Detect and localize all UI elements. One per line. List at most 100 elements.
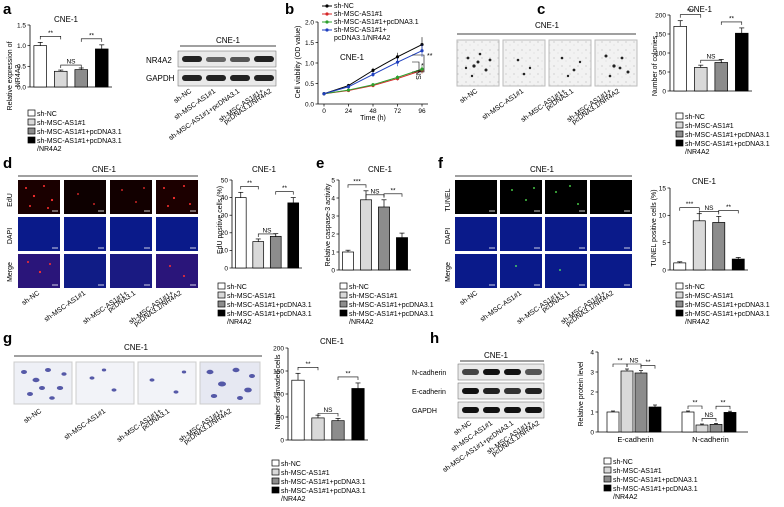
bar xyxy=(331,420,345,441)
y-tick-label: 0 xyxy=(662,88,666,95)
data-point xyxy=(371,83,375,87)
y-tick-label: 4 xyxy=(590,349,594,356)
y-tick-label: 50 xyxy=(221,177,229,184)
bar xyxy=(620,370,634,433)
d-legend: sh-NC sh-MSC-AS1#1 sh-MSC-AS1#1+pcDNA3.1… xyxy=(217,282,312,326)
d-row-dapi: DAPI xyxy=(7,228,14,244)
panel-b: Cell viability (OD value) Time (h) 0.00.… xyxy=(295,3,433,122)
d-img-dapi xyxy=(64,217,106,251)
bar xyxy=(692,220,706,271)
significance-label: ** xyxy=(390,187,396,194)
h-blot-cell-line: CNE-1 xyxy=(484,351,509,360)
y-tick-label: 50 xyxy=(277,414,285,421)
f-cell-line: CNE-1 xyxy=(530,165,555,174)
significance-label: NS xyxy=(262,227,272,234)
g-xl-pc-a: sh-MSC-AS1#1+ xyxy=(116,408,163,444)
a-blot-gapdh xyxy=(177,69,277,87)
y-tick-label: 200 xyxy=(655,12,666,19)
significance-label: *** xyxy=(687,8,695,15)
f-img-dapi xyxy=(545,217,587,251)
bar xyxy=(634,372,648,433)
chart-f: 0 5 10 15 *** NS ** xyxy=(659,185,748,274)
significance-label: ** xyxy=(645,359,651,366)
h-legend-pc: sh-MSC-AS1#1+pcDNA3.1 xyxy=(613,477,698,484)
h-legend-nr: sh-MSC-AS1#1+pcDNA3.1 xyxy=(613,486,698,493)
b-cell-line: CNE-1 xyxy=(340,53,365,62)
significance-bracket xyxy=(679,14,702,18)
f-legend: sh-NC sh-MSC-AS1#1 sh-MSC-AS1#1+pcDNA3.1… xyxy=(675,282,770,326)
y-tick-label: 0 xyxy=(590,429,594,436)
panel-c: CNE-1 sh-NC sh-MSC-AS1#1 sh-MSC-AS1#1+ p… xyxy=(456,5,770,156)
d-img-dapi xyxy=(110,217,152,251)
e-legend-pc: sh-MSC-AS1#1+pcDNA3.1 xyxy=(349,302,434,309)
b-legend-nc: sh-NC xyxy=(334,3,354,10)
bar xyxy=(606,411,620,433)
h-blot-label-n: N-cadherin xyxy=(412,370,446,377)
f-img-dapi xyxy=(590,217,632,251)
d-row-merge: Merge xyxy=(7,262,14,282)
d-img-dapi xyxy=(156,217,198,251)
significance-bracket xyxy=(60,64,82,69)
c-legend-nr: sh-MSC-AS1#1+pcDNA3.1 xyxy=(685,141,770,148)
significance-label: ** xyxy=(305,361,311,368)
y-tick-label: 0.0 xyxy=(17,84,26,91)
y-tick-label: 1.5 xyxy=(17,22,26,29)
legend-swatch-pc xyxy=(27,127,36,135)
significance-bracket xyxy=(39,36,62,40)
d-img-edu xyxy=(64,180,106,214)
a-legend-nr2: /NR4A2 xyxy=(37,146,62,153)
y-tick-label: 1.0 xyxy=(305,60,314,67)
significance-bracket xyxy=(679,207,700,211)
d-xl-msc: sh-MSC-AS1#1 xyxy=(43,290,87,324)
f-img-tunel xyxy=(500,180,542,214)
y-tick-label: 100 xyxy=(655,50,666,57)
data-point xyxy=(371,68,375,72)
f-xl-nr-b: pcDNA3.1/NR4A2 xyxy=(565,290,615,328)
y-tick-label: 4 xyxy=(331,195,335,202)
c-plate xyxy=(502,39,546,87)
h-xl-nr-b: pcDNA3.1/NR4A2 xyxy=(491,420,541,458)
significance-label: NS xyxy=(370,188,380,195)
h-ylabel: Relative protein level xyxy=(578,361,585,426)
f-legend-msc: sh-MSC-AS1#1 xyxy=(685,293,734,300)
g-img xyxy=(75,361,135,405)
legend-swatch-nc xyxy=(27,109,36,117)
y-tick-label: 50 xyxy=(659,69,667,76)
y-tick-label: 200 xyxy=(273,345,284,352)
significance-label: NS xyxy=(323,407,333,414)
panel-a: Relative expression of NR4A2 0.0 0.5 1.0 1.… xyxy=(7,15,277,153)
significance-label: NS xyxy=(629,358,639,365)
c-legend-pc: sh-MSC-AS1#1+pcDNA3.1 xyxy=(685,132,770,139)
y-tick-label: 0 xyxy=(224,265,228,272)
a-blot-cell-line: CNE-1 xyxy=(216,36,241,45)
y-tick-label: 0.5 xyxy=(305,81,314,88)
c-xl-pc-a: sh-MSC-AS1#1+ xyxy=(520,88,567,124)
significance-bracket xyxy=(701,418,717,422)
e-ylabel: Relative caspase-3 activity xyxy=(325,183,332,266)
a-legend: sh-NC sh-MSC-AS1#1 sh-MSC-AS1#1+pcDNA3.1… xyxy=(27,109,122,153)
y-tick-label: 150 xyxy=(273,368,284,375)
x-tick-label: 96 xyxy=(418,108,426,115)
y-tick-label: 3 xyxy=(331,213,335,220)
c-plate xyxy=(548,39,592,87)
a-xl-nc: sh-NC xyxy=(173,88,193,105)
significance-bracket xyxy=(297,367,319,371)
panel-label-e: e xyxy=(316,155,324,172)
c-cell-line: CNE-1 xyxy=(535,21,560,30)
a-blot-label-nr4a2: NR4A2 xyxy=(146,56,172,65)
y-tick-label: 1.0 xyxy=(17,43,26,50)
c-xl-nr-b: pcDNA3.1/NR4A2 xyxy=(571,88,621,126)
significance-label: ** xyxy=(692,400,698,407)
g-chart-cell-line: CNE-1 xyxy=(320,337,345,346)
b-legend: sh-NC sh-MSC-AS1#1 sh-MSC-AS1#1+pcDNA3.1… xyxy=(322,3,419,42)
g-xl-msc: sh-MSC-AS1#1 xyxy=(63,408,107,442)
y-tick-label: 30 xyxy=(221,213,229,220)
a-legend-nc: sh-NC xyxy=(37,111,57,118)
h-blot-label-e: E-cadherin xyxy=(412,389,446,396)
y-tick-label: 0.0 xyxy=(305,101,314,108)
f-chart-cell-line: CNE-1 xyxy=(692,177,717,186)
f-legend-pc: sh-MSC-AS1#1+pcDNA3.1 xyxy=(685,302,770,309)
f-micrographs xyxy=(455,180,632,288)
g-cell-line: CNE-1 xyxy=(124,343,149,352)
d-xl-nr-b: pcDNA3.1/NR4A2 xyxy=(133,290,183,328)
